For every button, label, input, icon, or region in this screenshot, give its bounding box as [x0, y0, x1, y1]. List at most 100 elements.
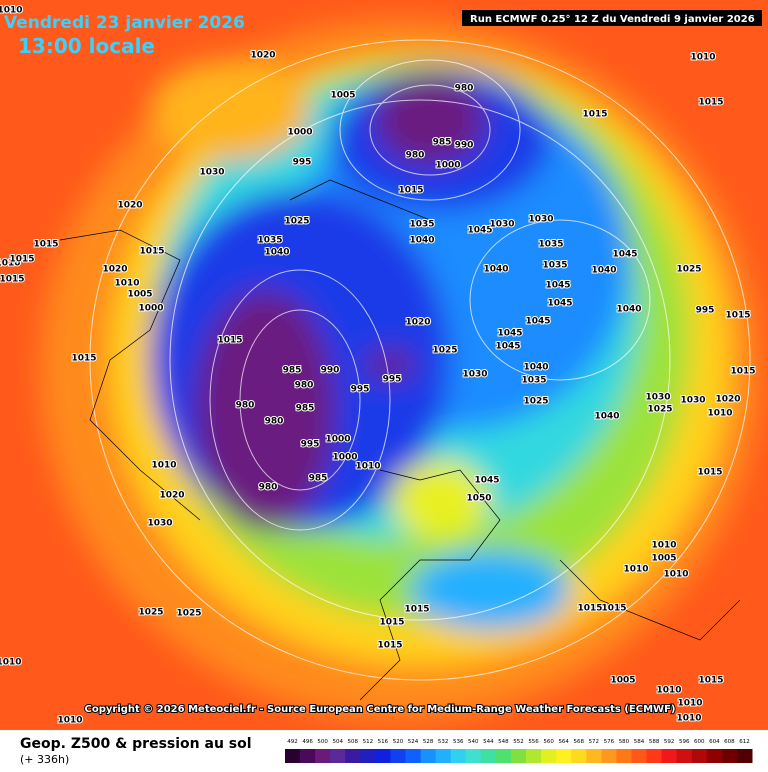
pressure-label: 1045	[467, 226, 492, 236]
colorbar-swatch	[631, 749, 648, 763]
pressure-label: 1005	[330, 91, 355, 101]
pressure-label: 1030	[147, 519, 172, 529]
colorbar-swatch	[616, 749, 632, 763]
colorbar-tick-label: 504	[332, 739, 343, 745]
pressure-label: 1010	[663, 570, 688, 580]
colorbar-swatch	[706, 749, 723, 763]
pressure-label: 980	[236, 401, 255, 411]
copyright: Copyright © 2026 Meteociel.fr - Source E…	[85, 704, 676, 715]
pressure-label: 1015	[0, 275, 25, 285]
colorbar-tick-label: 608	[724, 739, 735, 745]
colorbar-swatch	[646, 749, 663, 763]
colorbar-tick-label: 496	[302, 739, 313, 745]
pressure-label: 1040	[264, 248, 289, 258]
pressure-label: 990	[455, 141, 474, 151]
colorbar-swatch	[360, 749, 376, 763]
pressure-label: 1035	[257, 236, 282, 246]
pressure-label: 1015	[398, 186, 423, 196]
colorbar-tick-label: 596	[679, 739, 690, 745]
pressure-label: 1045	[495, 342, 520, 352]
pressure-label: 1010	[651, 541, 676, 551]
pressure-label: 995	[293, 158, 312, 168]
colorbar-tick-label: 600	[694, 739, 705, 745]
colorbar-swatch	[420, 749, 437, 763]
pressure-label: 985	[296, 404, 315, 414]
colorbar-tick-label: 500	[317, 739, 328, 745]
colorbar-swatch	[405, 749, 422, 763]
colorbar-swatch	[285, 749, 301, 763]
colorbar-swatch	[601, 749, 617, 763]
pressure-label: 1000	[287, 128, 312, 138]
colorbar-tick-label: 508	[348, 739, 359, 745]
pressure-label: 1015	[71, 354, 96, 364]
pressure-label: 1040	[591, 266, 616, 276]
pressure-label: 1010	[623, 565, 648, 575]
pressure-label: 1040	[594, 412, 619, 422]
pressure-label: 1010	[677, 699, 702, 709]
pressure-label: 1000	[325, 435, 350, 445]
pressure-label: 1050	[466, 494, 491, 504]
pressure-label: 1030	[199, 168, 224, 178]
pressure-label: 1025	[523, 397, 548, 407]
colorbar-tick-label: 544	[483, 739, 494, 745]
run-info: Run ECMWF 0.25° 12 Z du Vendredi 9 janvi…	[470, 14, 755, 25]
pressure-label: 1000	[332, 453, 357, 463]
pressure-label: 1015	[601, 604, 626, 614]
pressure-label: 1010	[676, 714, 701, 724]
pressure-label: 1025	[647, 405, 672, 415]
pressure-label: 1040	[616, 305, 641, 315]
pressure-label: 980	[259, 483, 278, 493]
pressure-label: 1000	[435, 161, 460, 171]
pressure-label: 1015	[725, 311, 750, 321]
colorbar-tick-label: 556	[528, 739, 539, 745]
pressure-label: 1045	[474, 476, 499, 486]
colorbar-swatch	[541, 749, 557, 763]
colorbar-swatch	[510, 749, 527, 763]
colorbar-tick-label: 584	[634, 739, 645, 745]
pressure-label: 995	[301, 440, 320, 450]
pressure-label: 1045	[525, 317, 550, 327]
pressure-label: 990	[321, 366, 340, 376]
colorbar-swatch	[375, 749, 391, 763]
colorbar-tick-label: 604	[709, 739, 720, 745]
pressure-label: 1010	[114, 279, 139, 289]
pressure-label: 1035	[409, 220, 434, 230]
colorbar-swatch	[526, 749, 542, 763]
pressure-label: 1045	[497, 329, 522, 339]
colorbar-tick-label: 524	[408, 739, 419, 745]
pressure-label: 1000	[138, 304, 163, 314]
coastlines	[59, 179, 741, 701]
pressure-label: 1035	[521, 376, 546, 386]
colorbar-tick-label: 520	[393, 739, 404, 745]
colorbar-tick-label: 572	[589, 739, 600, 745]
pressure-label: 1040	[523, 363, 548, 373]
colorbar-swatch	[676, 749, 693, 763]
pressure-label: 1005	[610, 676, 635, 686]
pressure-label: 1045	[612, 250, 637, 260]
colorbar-swatch	[586, 749, 602, 763]
pressure-label: 1025	[176, 609, 201, 619]
isobars	[89, 39, 751, 681]
colorbar-swatch	[315, 749, 331, 763]
colorbar-tick-label: 548	[498, 739, 509, 745]
colorbar-swatch	[661, 749, 678, 763]
colorbar-swatch	[691, 749, 708, 763]
pressure-label: 1035	[538, 240, 563, 250]
colorbar-tick-label: 492	[287, 739, 298, 745]
pressure-label: 1025	[432, 346, 457, 356]
pressure-label: 1025	[676, 265, 701, 275]
pressure-label: 995	[696, 306, 715, 316]
pressure-label: 1015	[139, 247, 164, 257]
pressure-label: 1015	[697, 468, 722, 478]
pressure-label: 1035	[542, 261, 567, 271]
colorbar-tick-label: 592	[664, 739, 675, 745]
pressure-label: 1040	[483, 265, 508, 275]
pressure-label: 980	[295, 381, 314, 391]
pressure-label: 1010	[690, 53, 715, 63]
run-box	[462, 10, 762, 26]
colorbar-swatch	[435, 749, 452, 763]
pressure-label: 1040	[409, 236, 434, 246]
pressure-label: 995	[383, 375, 402, 385]
